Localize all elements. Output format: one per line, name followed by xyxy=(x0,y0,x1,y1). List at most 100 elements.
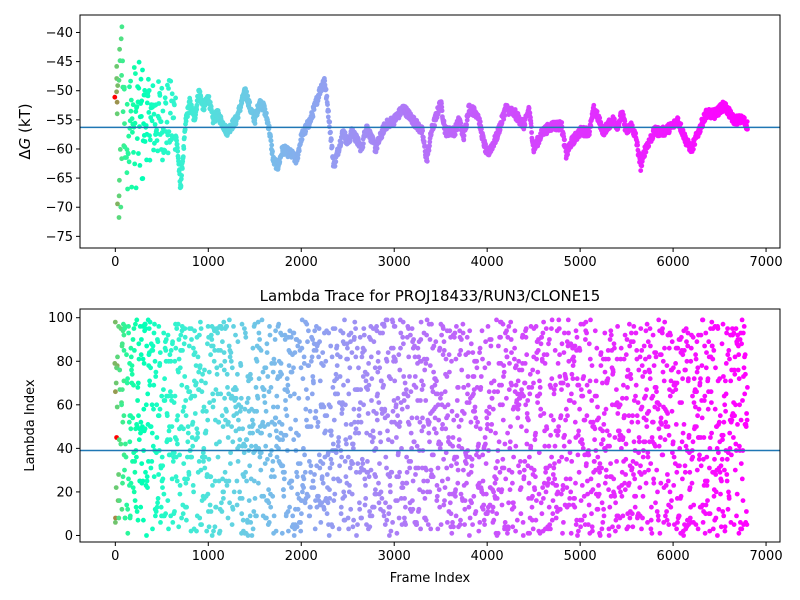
bottom-trace-point xyxy=(307,513,313,519)
bottom-trace-point xyxy=(439,426,445,432)
bottom-trace-point xyxy=(703,502,709,508)
bottom-trace-point xyxy=(155,339,161,345)
bottom-trace-point xyxy=(335,391,341,397)
bottom-trace-point xyxy=(482,365,488,371)
bottom-trace-point xyxy=(119,387,125,392)
bottom-trace-point xyxy=(270,467,275,473)
top-trace-point xyxy=(268,138,274,144)
bottom-trace-point xyxy=(664,517,670,523)
bottom-trace-point xyxy=(328,404,333,410)
bottom-trace-point xyxy=(715,533,720,538)
bottom-trace-point xyxy=(218,391,224,397)
bottom-trace-point xyxy=(485,422,490,427)
top-x-tick-label: 7000 xyxy=(750,255,783,270)
bottom-trace-point xyxy=(721,513,727,519)
bottom-trace-point xyxy=(696,456,702,462)
bottom-trace-point xyxy=(439,391,444,397)
top-trace-point xyxy=(594,109,600,114)
bottom-trace-point xyxy=(284,413,290,419)
bottom-trace-point xyxy=(529,504,535,510)
bottom-trace-point xyxy=(386,511,392,517)
bottom-trace-point xyxy=(738,417,744,423)
bottom-trace-point xyxy=(375,369,381,375)
bottom-trace-point xyxy=(248,520,254,525)
top-trace-point xyxy=(115,83,121,88)
top-y-axis-label: ΔG (kT) xyxy=(16,103,34,159)
bottom-trace-point xyxy=(303,406,309,412)
bottom-trace-point xyxy=(346,526,351,532)
bottom-trace-point xyxy=(693,404,698,410)
bottom-trace-point xyxy=(646,467,651,473)
top-trace-point xyxy=(310,114,316,120)
bottom-trace-point xyxy=(199,389,205,395)
bottom-trace-point xyxy=(552,461,557,466)
bottom-trace-point xyxy=(620,513,626,519)
bottom-trace-point xyxy=(128,426,134,432)
bottom-trace-point xyxy=(718,463,724,469)
bottom-trace-point xyxy=(534,498,539,503)
bottom-trace-point xyxy=(345,454,351,460)
bottom-trace-point xyxy=(324,511,330,517)
bottom-trace-point xyxy=(503,348,509,353)
bottom-trace-point xyxy=(577,406,582,412)
bottom-trace-point xyxy=(580,446,586,451)
bottom-trace-point xyxy=(249,443,254,449)
bottom-trace-point xyxy=(229,424,235,429)
bottom-trace-point xyxy=(348,330,354,336)
bottom-trace-point xyxy=(553,382,558,388)
bottom-trace-point xyxy=(369,398,374,403)
bottom-trace-point xyxy=(169,424,175,429)
bottom-trace-point xyxy=(739,476,745,482)
bottom-trace-point xyxy=(324,413,330,419)
bottom-trace-point xyxy=(228,461,233,466)
bottom-trace-point xyxy=(607,337,613,342)
bottom-trace-point xyxy=(587,356,593,362)
bottom-trace-point xyxy=(704,454,710,460)
bottom-trace-point xyxy=(237,489,243,495)
bottom-trace-point xyxy=(184,517,189,523)
bottom-trace-point xyxy=(221,367,227,373)
bottom-trace-point xyxy=(689,480,695,486)
bottom-trace-point xyxy=(486,411,492,416)
bottom-trace-point xyxy=(268,504,274,510)
bottom-trace-point xyxy=(198,467,204,473)
bottom-trace-point xyxy=(454,398,460,403)
bottom-trace-point xyxy=(180,408,186,414)
bottom-trace-point xyxy=(588,317,593,323)
bottom-trace-point xyxy=(567,496,573,501)
bottom-trace-point xyxy=(645,339,651,345)
bottom-trace-point xyxy=(392,378,398,384)
top-trace-point xyxy=(142,88,148,93)
bottom-trace-point xyxy=(596,491,602,497)
bottom-trace-point xyxy=(192,328,198,334)
bottom-x-axis-label: Frame Index xyxy=(390,571,471,586)
bottom-trace-point xyxy=(458,417,464,423)
bottom-trace-point xyxy=(336,439,341,445)
top-trace-point xyxy=(361,141,366,147)
top-trace-point xyxy=(182,127,188,132)
bottom-trace-point xyxy=(427,489,433,495)
bottom-trace-point xyxy=(743,371,748,377)
bottom-x-tick-label: 7000 xyxy=(750,549,783,564)
bottom-trace-point xyxy=(176,337,182,342)
bottom-trace-point xyxy=(331,498,337,503)
bottom-trace-point xyxy=(555,432,560,438)
bottom-trace-point xyxy=(687,515,693,521)
bottom-trace-point xyxy=(531,467,537,473)
bottom-trace-point xyxy=(206,456,212,462)
bottom-trace-point xyxy=(304,417,309,423)
top-trace-point xyxy=(116,77,122,83)
bottom-trace-point xyxy=(363,378,369,384)
bottom-trace-point xyxy=(358,387,364,392)
bottom-trace-point xyxy=(340,330,346,336)
bottom-trace-point xyxy=(535,348,541,353)
bottom-trace-point xyxy=(396,352,402,358)
bottom-trace-point xyxy=(328,343,334,349)
bottom-trace-point xyxy=(365,459,370,464)
bottom-trace-point xyxy=(256,480,261,486)
top-trace-point xyxy=(124,155,129,160)
top-trace-point xyxy=(325,102,330,107)
top-trace-point xyxy=(646,143,652,149)
bottom-trace-point xyxy=(654,509,660,514)
bottom-trace-point xyxy=(263,443,269,449)
